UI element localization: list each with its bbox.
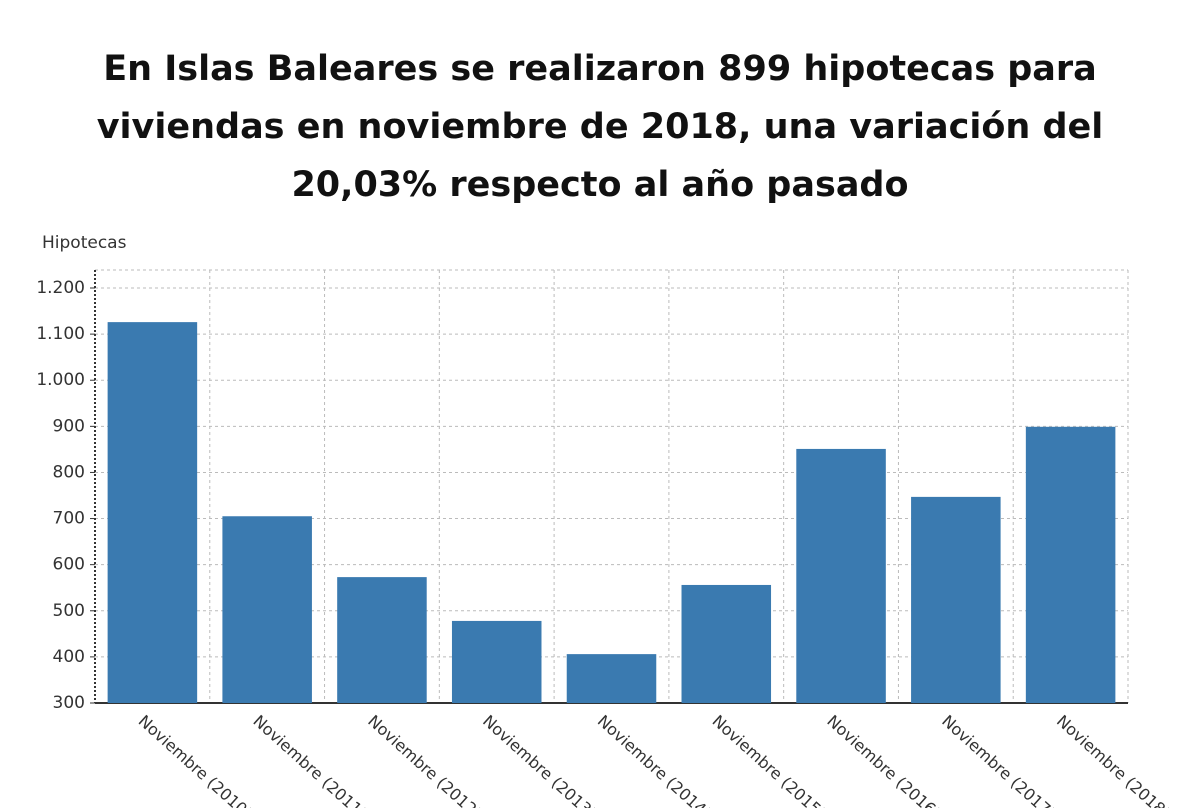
y-tick-label: 700 — [53, 509, 85, 529]
y-tick-label: 600 — [53, 555, 85, 575]
chart-title: En Islas Baleares se realizaron 899 hipo… — [96, 49, 1104, 205]
y-tick-label: 300 — [53, 693, 85, 713]
y-tick-label: 1.000 — [36, 370, 85, 390]
y-tick-label: 500 — [53, 601, 85, 621]
x-tick-label: Noviembre (2016) — [823, 711, 944, 808]
x-tick-label: Noviembre (2010) — [135, 711, 256, 808]
bar — [1025, 426, 1116, 703]
y-tick-label: 800 — [53, 462, 85, 482]
y-tick-label: 400 — [53, 647, 85, 667]
bar — [796, 448, 886, 703]
y-tick-label: 900 — [53, 416, 85, 436]
x-tick-label: Noviembre (2014) — [594, 711, 715, 808]
bar — [107, 322, 198, 703]
x-tick-label: Noviembre (2018) — [1053, 711, 1174, 808]
y-tick-label: 1.100 — [36, 324, 85, 344]
bar — [451, 620, 542, 703]
x-tick-label: Noviembre (2012) — [364, 711, 485, 808]
x-tick-label: Noviembre (2017) — [938, 711, 1059, 808]
x-tick-label: Noviembre (2011) — [249, 711, 370, 808]
bar — [222, 516, 312, 703]
bar — [911, 496, 1001, 703]
bar — [566, 654, 657, 703]
x-tick-label: Noviembre (2013) — [479, 711, 600, 808]
bar — [681, 584, 772, 703]
x-tick-label: Noviembre (2015) — [709, 711, 830, 808]
y-axis-label: Hipotecas — [42, 233, 127, 253]
bar — [337, 577, 427, 703]
y-tick-label: 1.200 — [36, 278, 85, 298]
